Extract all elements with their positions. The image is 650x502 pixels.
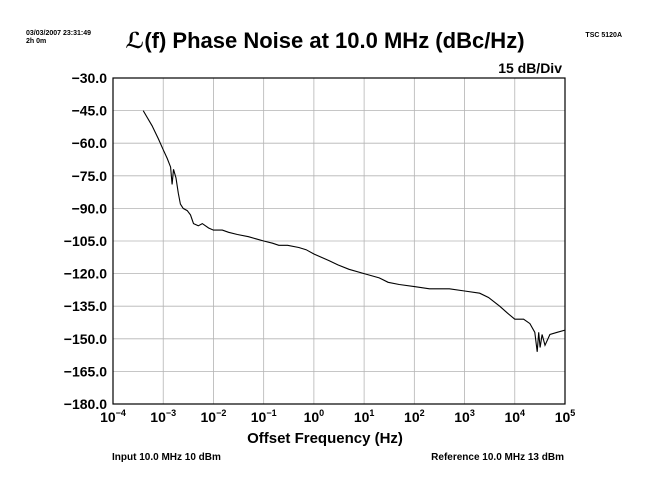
scale-label: 15 dB/Div: [498, 60, 562, 76]
x-tick-label: 10−4: [100, 408, 126, 425]
x-tick-label: 10−1: [251, 408, 277, 425]
x-tick-label: 101: [354, 408, 375, 425]
y-tick-label: −150.0: [64, 331, 107, 347]
x-tick-label: 10−2: [201, 408, 227, 425]
y-tick-label: −75.0: [72, 168, 108, 184]
input-info: Input 10.0 MHz 10 dBm: [112, 452, 221, 463]
instrument-model: TSC 5120A: [585, 32, 622, 39]
y-tick-label: −180.0: [64, 396, 107, 412]
x-tick-label: 103: [454, 408, 475, 425]
y-tick-label: −90.0: [72, 200, 108, 216]
x-axis-label: Offset Frequency (Hz): [247, 430, 403, 447]
x-tick-label: 10−3: [150, 408, 176, 425]
duration: 2h 0m: [26, 38, 47, 45]
tick-labels: −30.0 −45.0 −60.0 −75.0 −90.0 −105.0 −120.0 −13…: [64, 70, 576, 425]
y-tick-label: −45.0: [72, 103, 108, 119]
grid: [113, 78, 565, 404]
x-tick-label: 100: [304, 408, 325, 425]
x-tick-label: 104: [504, 408, 525, 425]
y-tick-label: −60.0: [72, 135, 108, 151]
y-tick-label: −105.0: [64, 233, 107, 249]
reference-info: Reference 10.0 MHz 13 dBm: [431, 452, 564, 463]
timestamp: 03/03/2007 23:31:49: [26, 30, 91, 37]
x-tick-label: 105: [555, 408, 576, 425]
plot-frame: [112, 77, 566, 405]
y-tick-label: −165.0: [64, 363, 107, 379]
y-tick-label: −30.0: [72, 70, 108, 86]
x-tick-label: 102: [404, 408, 425, 425]
y-tick-label: −120.0: [64, 266, 107, 282]
y-tick-label: −135.0: [64, 298, 107, 314]
chart-title: ℒ(f) Phase Noise at 10.0 MHz (dBc/Hz): [125, 28, 525, 53]
phase-noise-trace: [142, 110, 566, 352]
